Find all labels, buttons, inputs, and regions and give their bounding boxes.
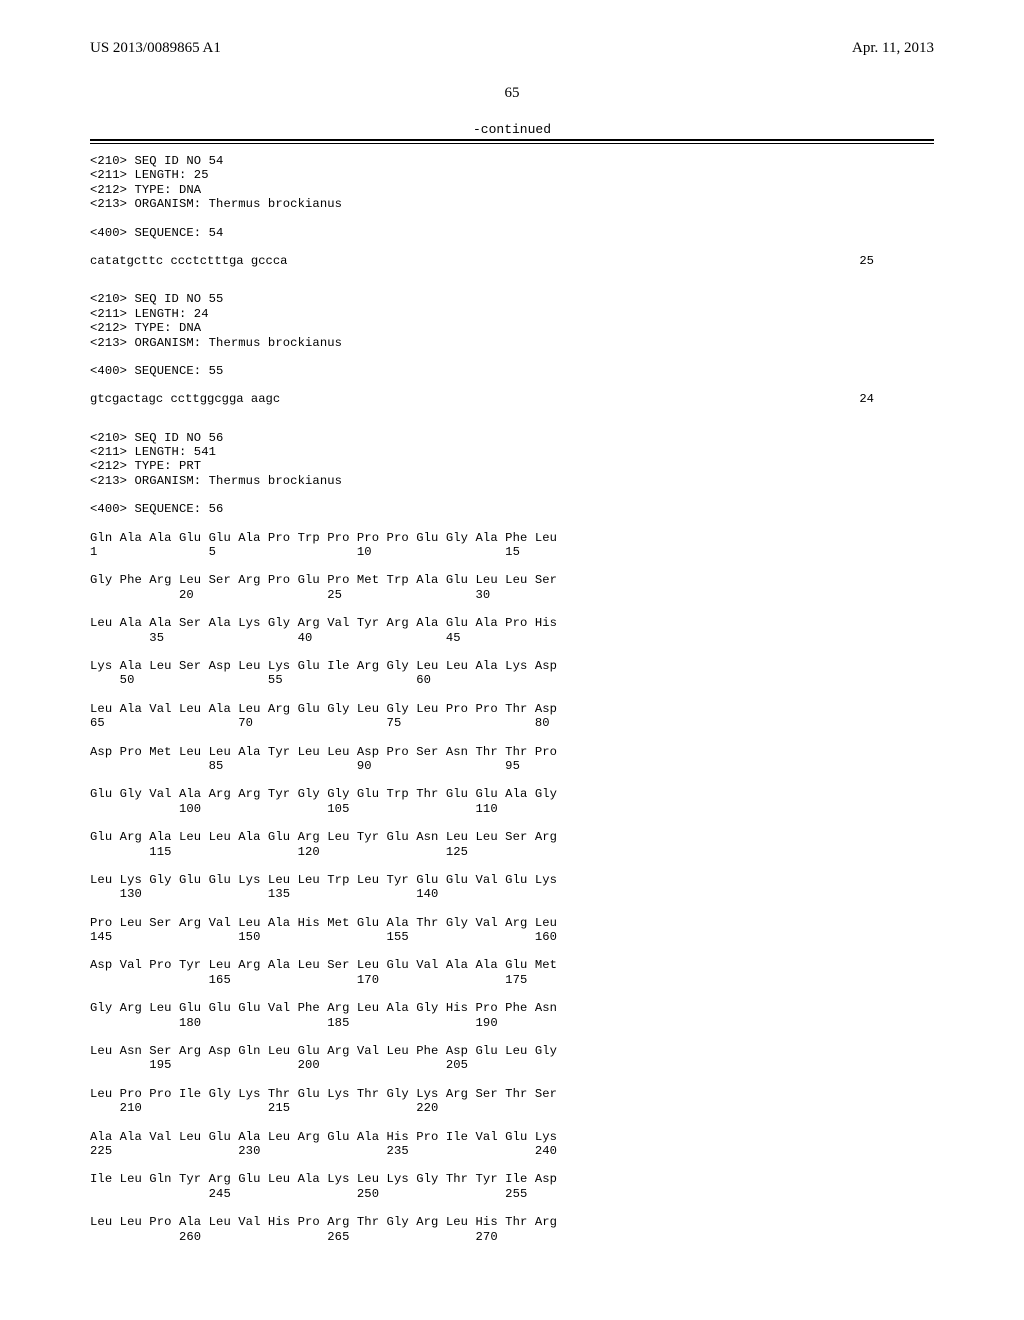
page-header: US 2013/0089865 A1 Apr. 11, 2013 [90,40,934,57]
protein-aa-row: Leu Pro Pro Ile Gly Lys Thr Glu Lys Thr … [90,1087,934,1101]
protein-aa-row: Leu Asn Ser Arg Asp Gln Leu Glu Arg Val … [90,1044,934,1058]
protein-aa-row: Gln Ala Ala Glu Glu Ala Pro Trp Pro Pro … [90,531,934,545]
seq55-header: <210> SEQ ID NO 55 <211> LENGTH: 24 <212… [90,292,934,350]
seq56-header: <210> SEQ ID NO 56 <211> LENGTH: 541 <21… [90,431,934,489]
protein-pos-row: 180 185 190 [90,1016,934,1030]
protein-pos-row: 245 250 255 [90,1187,934,1201]
protein-aa-row: Ile Leu Gln Tyr Arg Glu Leu Ala Lys Leu … [90,1172,934,1186]
page-number: 65 [90,85,934,102]
seq56-l4: <213> ORGANISM: Thermus brockianus [90,474,342,488]
protein-pos-row: 85 90 95 [90,759,934,773]
seq54-sequence-row: catatgcttc ccctctttga gccca 25 [90,254,934,268]
seq54-length: 25 [859,254,934,268]
seq54-l1: <210> SEQ ID NO 54 [90,154,223,168]
seq56-tag: <400> SEQUENCE: 56 [90,502,934,516]
seq55-l2: <211> LENGTH: 24 [90,307,209,321]
seq55-l3: <212> TYPE: DNA [90,321,201,335]
protein-aa-row: Pro Leu Ser Arg Val Leu Ala His Met Glu … [90,916,934,930]
protein-pos-row: 145 150 155 160 [90,930,934,944]
protein-pos-row: 195 200 205 [90,1058,934,1072]
publication-date: Apr. 11, 2013 [852,40,934,57]
seq54-header: <210> SEQ ID NO 54 <211> LENGTH: 25 <212… [90,154,934,212]
protein-pos-row: 115 120 125 [90,845,934,859]
seq56-l2: <211> LENGTH: 541 [90,445,216,459]
protein-aa-row: Leu Ala Ala Ser Ala Lys Gly Arg Val Tyr … [90,616,934,630]
seq54-l2: <211> LENGTH: 25 [90,168,209,182]
protein-aa-row: Gly Phe Arg Leu Ser Arg Pro Glu Pro Met … [90,573,934,587]
seq55-length: 24 [859,392,934,406]
rule-top-thick [90,139,934,141]
protein-aa-row: Leu Ala Val Leu Ala Leu Arg Glu Gly Leu … [90,702,934,716]
seq56-l1: <210> SEQ ID NO 56 [90,431,223,445]
protein-listing: Gln Ala Ala Glu Glu Ala Pro Trp Pro Pro … [90,531,934,1258]
protein-aa-row: Glu Arg Ala Leu Leu Ala Glu Arg Leu Tyr … [90,830,934,844]
seq55-l1: <210> SEQ ID NO 55 [90,292,223,306]
protein-aa-row: Lys Ala Leu Ser Asp Leu Lys Glu Ile Arg … [90,659,934,673]
protein-aa-row: Asp Val Pro Tyr Leu Arg Ala Leu Ser Leu … [90,958,934,972]
seq54-l3: <212> TYPE: DNA [90,183,201,197]
protein-pos-row: 65 70 75 80 [90,716,934,730]
protein-aa-row: Asp Pro Met Leu Leu Ala Tyr Leu Leu Asp … [90,745,934,759]
seq55-tag: <400> SEQUENCE: 55 [90,364,934,378]
page: US 2013/0089865 A1 Apr. 11, 2013 65 -con… [0,0,1024,1320]
protein-aa-row: Gly Arg Leu Glu Glu Glu Val Phe Arg Leu … [90,1001,934,1015]
protein-pos-row: 50 55 60 [90,673,934,687]
protein-pos-row: 165 170 175 [90,973,934,987]
seq55-sequence-row: gtcgactagc ccttggcgga aagc 24 [90,392,934,406]
protein-pos-row: 225 230 235 240 [90,1144,934,1158]
seq56-l3: <212> TYPE: PRT [90,459,201,473]
protein-pos-row: 20 25 30 [90,588,934,602]
protein-aa-row: Leu Lys Gly Glu Glu Lys Leu Leu Trp Leu … [90,873,934,887]
continued-label: -continued [90,122,934,137]
seq55-sequence: gtcgactagc ccttggcgga aagc [90,392,280,406]
protein-pos-row: 130 135 140 [90,887,934,901]
rule-top-thin [90,143,934,144]
seq54-sequence: catatgcttc ccctctttga gccca [90,254,287,268]
protein-aa-row: Ala Ala Val Leu Glu Ala Leu Arg Glu Ala … [90,1130,934,1144]
protein-aa-row: Leu Leu Pro Ala Leu Val His Pro Arg Thr … [90,1215,934,1229]
protein-pos-row: 100 105 110 [90,802,934,816]
protein-pos-row: 1 5 10 15 [90,545,934,559]
seq54-l4: <213> ORGANISM: Thermus brockianus [90,197,342,211]
protein-pos-row: 35 40 45 [90,631,934,645]
publication-number: US 2013/0089865 A1 [90,40,221,57]
seq55-l4: <213> ORGANISM: Thermus brockianus [90,336,342,350]
seq54-tag: <400> SEQUENCE: 54 [90,226,934,240]
protein-aa-row: Glu Gly Val Ala Arg Arg Tyr Gly Gly Glu … [90,787,934,801]
protein-pos-row: 260 265 270 [90,1230,934,1244]
protein-pos-row: 210 215 220 [90,1101,934,1115]
